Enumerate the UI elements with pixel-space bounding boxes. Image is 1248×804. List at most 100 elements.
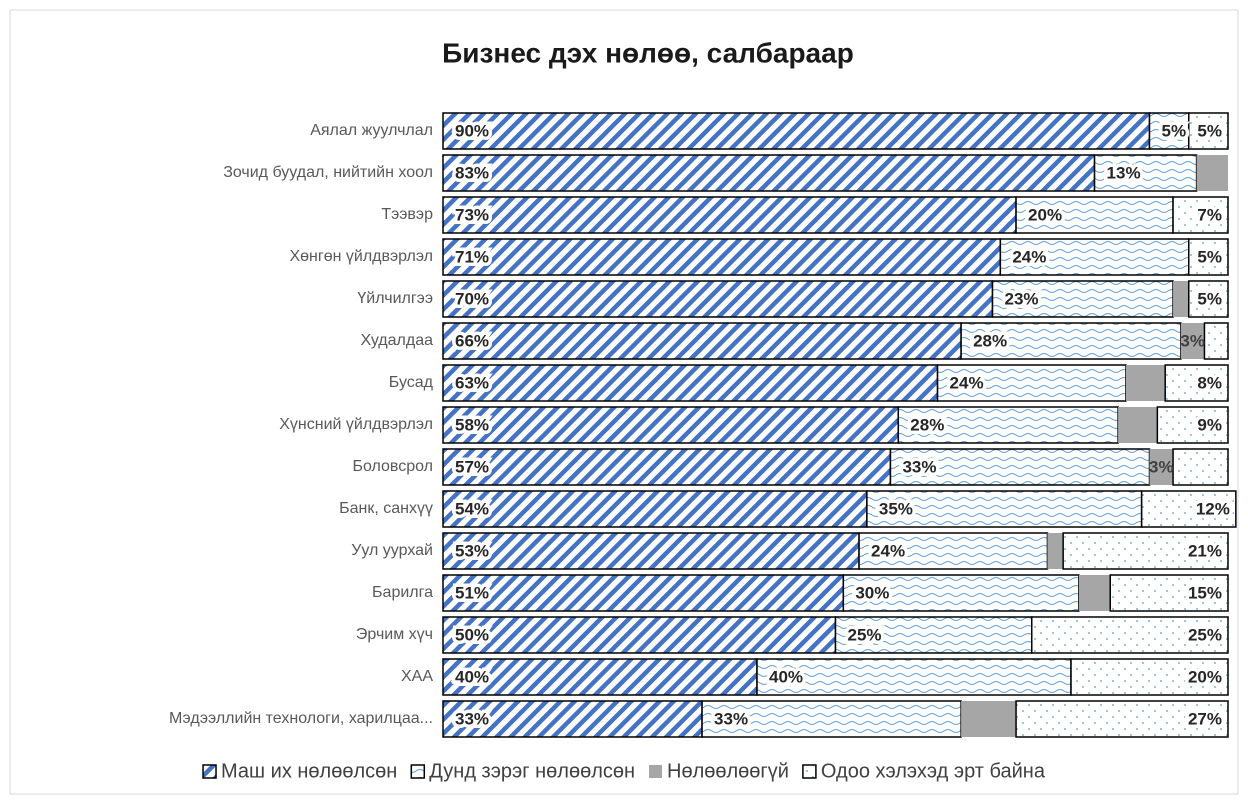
bar-segment [936, 364, 1127, 402]
data-label: 5% [1197, 121, 1222, 140]
data-label: 90% [455, 121, 489, 140]
bar-segment [1047, 533, 1064, 569]
bar-segment [1164, 364, 1229, 402]
bar-segment [1070, 658, 1229, 696]
bar-segment [1180, 323, 1205, 359]
category-label: Эрчим хүч [356, 626, 433, 643]
bar-segment [1203, 322, 1229, 360]
data-label: 9% [1197, 415, 1222, 434]
category-label: Банк, санхүү [339, 500, 433, 517]
legend-label: Одоо хэлэхэд эрт байна [821, 760, 1046, 782]
bar-segment [442, 532, 860, 570]
legend-swatch [410, 764, 426, 779]
bar-segment [858, 532, 1049, 570]
legend-label: Маш их нөлөөлсөн [221, 760, 397, 782]
data-label: 12% [1196, 499, 1230, 518]
bar-segment [442, 574, 845, 612]
bar-segment [1078, 575, 1111, 611]
bar-segment [442, 406, 900, 444]
data-label: 50% [455, 625, 489, 644]
legend-swatch [649, 765, 663, 778]
data-label: 13% [1107, 163, 1141, 182]
bar-segment [897, 406, 1119, 444]
category-label: Аялал жуулчлал [310, 122, 433, 139]
data-label: 33% [714, 709, 748, 728]
bar-segment [442, 280, 994, 318]
category-label: Үйлчилгээ [357, 290, 433, 307]
bar-segment [756, 658, 1072, 696]
data-label: 8% [1197, 373, 1222, 392]
bar-segment [1031, 616, 1229, 654]
data-label: 24% [1012, 247, 1046, 266]
data-label: 5% [1197, 247, 1222, 266]
category-label: Хүнсний үйлдвэрлэл [279, 416, 433, 433]
bar-segment [834, 616, 1033, 654]
bar-segment [866, 490, 1143, 528]
data-label: 54% [455, 499, 489, 518]
bar-segment [442, 322, 962, 360]
bar-segment [1125, 365, 1166, 401]
bar-segment [1173, 281, 1189, 317]
legend-label: Нөлөөлөөгүй [667, 760, 789, 782]
bar-segment [1156, 406, 1229, 444]
data-label: 24% [871, 541, 905, 560]
data-label: 3% [1149, 457, 1174, 476]
bar-segment [1172, 448, 1229, 486]
bar-segment [961, 701, 1017, 737]
category-label: Хөнгөн үйлдвэрлэл [289, 248, 433, 265]
data-label: 3% [1180, 331, 1205, 350]
bar-segment [442, 490, 868, 528]
bar-segment [1109, 574, 1229, 612]
data-label: 30% [855, 583, 889, 602]
bar-segment [1149, 449, 1174, 485]
bar-segment [1188, 238, 1229, 276]
data-label: 28% [973, 331, 1007, 350]
bar-segment [442, 154, 1096, 192]
category-label: Мэдээллийн технологи, харилцаа... [169, 710, 433, 727]
data-label: 51% [455, 583, 489, 602]
bar-segment [1015, 196, 1174, 234]
bar-segment [1062, 532, 1229, 570]
data-label: 25% [848, 625, 882, 644]
data-label: 33% [455, 709, 489, 728]
category-label: Бусад [389, 374, 434, 391]
legend-label: Дунд зэрэг нөлөөлсөн [429, 760, 635, 782]
data-label: 73% [455, 205, 489, 224]
data-label: 7% [1197, 205, 1222, 224]
category-label: Боловсрол [352, 458, 433, 475]
bar-segment [1172, 196, 1229, 234]
data-label: 40% [769, 667, 803, 686]
data-label: 20% [1188, 667, 1222, 686]
bar-segment [1015, 700, 1229, 738]
bar-segment [1188, 280, 1229, 318]
category-label: Тээвэр [381, 206, 433, 223]
bar-segment [442, 238, 1002, 276]
data-label: 83% [455, 163, 489, 182]
bar-segment [1118, 407, 1158, 443]
data-label: 70% [455, 289, 489, 308]
bar-segment [442, 196, 1017, 234]
bar-segment [442, 364, 939, 402]
bar-segment [1188, 112, 1229, 150]
data-label: 58% [455, 415, 489, 434]
data-label: 28% [910, 415, 944, 434]
bar-segment [442, 112, 1151, 150]
category-label: Зочид буудал, нийтийн хоол [223, 164, 433, 181]
data-label: 21% [1188, 541, 1222, 560]
data-label: 40% [455, 667, 489, 686]
data-label: 35% [879, 499, 913, 518]
data-label: 5% [1162, 121, 1187, 140]
data-label: 23% [1005, 289, 1039, 308]
bar-segment [1148, 112, 1190, 150]
chart-title: Бизнес дэх нөлөө, салбараар [442, 37, 854, 68]
data-label: 5% [1197, 289, 1222, 308]
bar-segment [442, 658, 758, 696]
category-label: Барилга [372, 584, 433, 601]
legend-swatch [202, 764, 217, 779]
data-label: 20% [1028, 205, 1062, 224]
category-label: ХАА [401, 668, 433, 685]
bar-segment [442, 700, 703, 738]
data-label: 25% [1188, 625, 1222, 644]
data-label: 57% [455, 457, 489, 476]
